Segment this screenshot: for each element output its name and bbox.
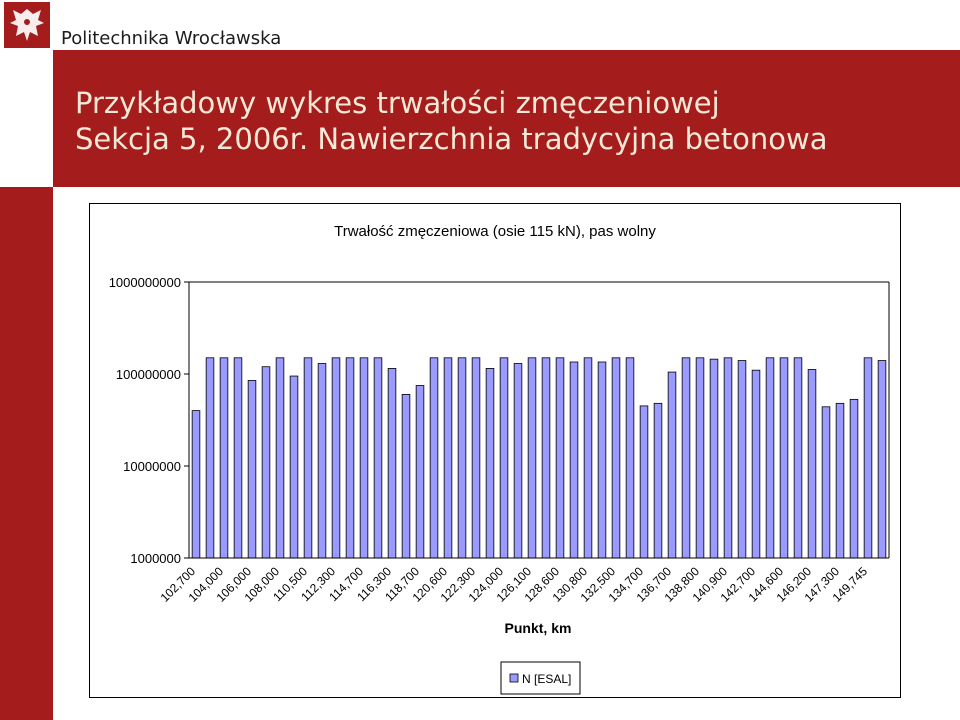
bar: [303, 357, 313, 559]
bar: [751, 369, 761, 559]
bar: [779, 357, 789, 559]
bar: [359, 357, 369, 559]
y-axis-ticks: 1000000000 100000000 10000000 1000000: [109, 275, 189, 566]
bar: [653, 402, 663, 559]
chart-title: Trwałość zmęczeniowa (osie 115 kN), pas …: [334, 223, 656, 240]
bar: [555, 357, 565, 559]
bar: [877, 360, 887, 559]
bar: [835, 402, 845, 559]
bar: [541, 357, 551, 559]
bar: [863, 357, 873, 559]
bar: [317, 363, 327, 559]
bar: [625, 357, 635, 559]
bar: [373, 357, 383, 559]
university-name: Politechnika Wrocławska: [61, 28, 282, 49]
slide-title: Przykładowy wykres trwałości zmęczeniowe…: [75, 85, 945, 157]
bar: [807, 369, 817, 559]
bar: [737, 360, 747, 559]
bar: [499, 357, 509, 559]
header-bar: [53, 50, 960, 187]
legend-swatch: [509, 673, 519, 683]
bar: [429, 357, 439, 559]
x-axis-ticks: 102,700104,000106,000108,000110,500112,3…: [158, 564, 871, 605]
bar-series: [191, 357, 887, 559]
bar: [765, 357, 775, 559]
bar: [485, 368, 495, 559]
bar: [219, 357, 229, 559]
bar: [275, 357, 285, 559]
bar: [387, 368, 397, 559]
bar: [527, 357, 537, 559]
bar: [667, 371, 677, 559]
bar: [723, 357, 733, 559]
bar: [583, 357, 593, 559]
bar: [681, 357, 691, 559]
x-axis-label: Punkt, km: [505, 620, 572, 636]
slide-title-line-1: Przykładowy wykres trwałości zmęczeniowe…: [75, 86, 720, 120]
bar: [513, 363, 523, 559]
bar: [611, 357, 621, 559]
bar: [261, 366, 271, 559]
bar: [639, 405, 649, 559]
bar: [597, 361, 607, 559]
bar: [191, 410, 201, 559]
y-tick-label: 1000000000: [109, 275, 181, 290]
bar: [695, 357, 705, 559]
university-logo: [4, 2, 50, 48]
bar: [457, 357, 467, 559]
left-brand-band: [0, 187, 53, 720]
eagle-logo-icon: [10, 9, 44, 41]
bar: [233, 357, 243, 559]
bar: [345, 357, 355, 559]
bar: [821, 406, 831, 559]
y-tick-label: 10000000: [123, 459, 181, 474]
legend-label: N [ESAL]: [522, 672, 571, 686]
y-tick-label: 100000000: [116, 367, 181, 382]
bar: [331, 357, 341, 559]
bar: [471, 357, 481, 559]
slide-title-line-2: Sekcja 5, 2006r. Nawierzchnia tradycyjna…: [75, 122, 828, 156]
chart-legend: N [ESAL]: [500, 661, 581, 695]
bar: [569, 361, 579, 559]
bar: [289, 375, 299, 559]
bar: [401, 394, 411, 559]
bar: [205, 357, 215, 559]
bar: [709, 358, 719, 559]
bar: [415, 385, 425, 559]
bar: [793, 357, 803, 559]
y-tick-label: 1000000: [130, 551, 181, 566]
bar: [849, 398, 859, 559]
legend-box: [500, 661, 581, 695]
bar: [443, 357, 453, 559]
bar: [247, 380, 257, 559]
